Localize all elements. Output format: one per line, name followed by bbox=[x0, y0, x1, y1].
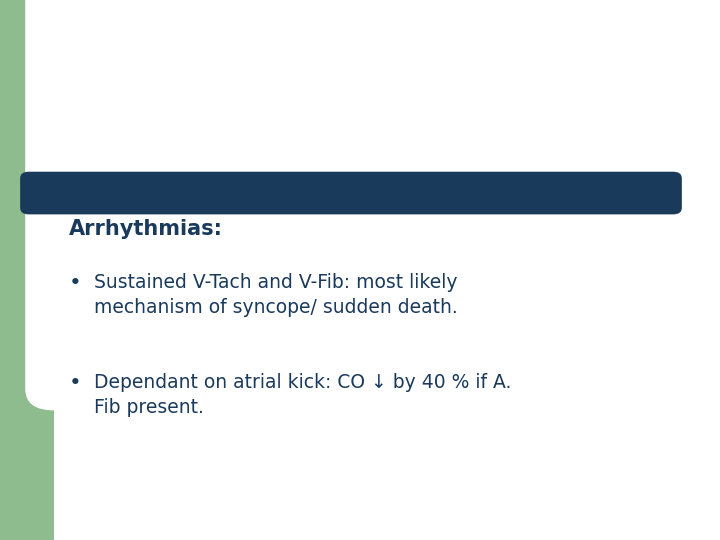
Text: •: • bbox=[68, 373, 81, 393]
Text: •: • bbox=[68, 273, 81, 293]
Text: Arrhythmias:: Arrhythmias: bbox=[68, 219, 222, 239]
Text: Sustained V-Tach and V-Fib: most likely
mechanism of syncope/ sudden death.: Sustained V-Tach and V-Fib: most likely … bbox=[94, 273, 457, 318]
Bar bbox=[54, 367, 720, 540]
FancyBboxPatch shape bbox=[20, 172, 682, 214]
Text: Dependant on atrial kick: CO ↓ by 40 % if A.
Fib present.: Dependant on atrial kick: CO ↓ by 40 % i… bbox=[94, 373, 511, 417]
Bar bbox=[86, 0, 720, 389]
FancyBboxPatch shape bbox=[25, 0, 720, 410]
